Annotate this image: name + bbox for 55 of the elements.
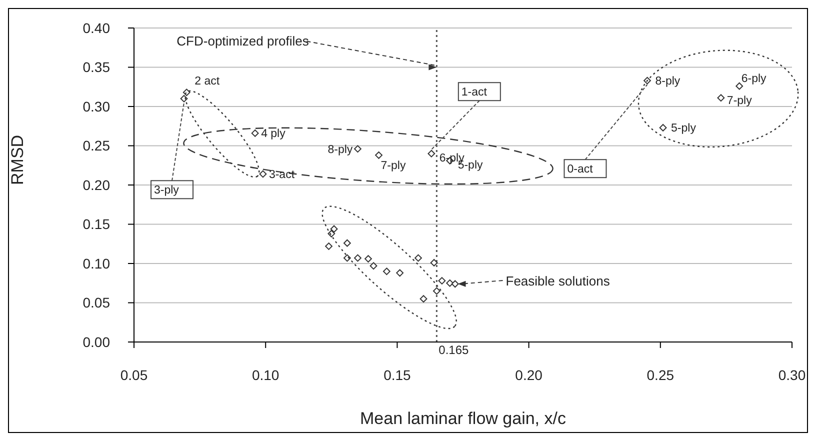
x-tick-label: 0.30 (778, 366, 806, 383)
point (343, 239, 351, 247)
point (736, 82, 744, 90)
point (382, 268, 390, 276)
point (414, 254, 422, 262)
annotation: 7-ply (380, 160, 406, 172)
annotation: 7-ply (726, 94, 752, 107)
x-tick-label: 0.10 (252, 366, 280, 383)
point (428, 150, 436, 158)
ref-line-label: 0.165 (438, 343, 470, 357)
y-tick-label: 0.30 (82, 98, 110, 114)
point (451, 280, 459, 288)
y-tick-label: 0.20 (82, 176, 110, 193)
annotation: 5-ply (671, 122, 696, 135)
annotation: 4 ply (261, 128, 286, 140)
annotation: 6-ply (741, 73, 767, 86)
point (251, 129, 259, 137)
point (364, 255, 372, 262)
annotation: 3-ply (154, 184, 180, 197)
annotation: Feasible solutions (506, 273, 610, 288)
point (420, 295, 428, 303)
point (330, 225, 338, 233)
x-tick-label: 0.25 (646, 366, 674, 383)
y-axis-title: RMSD (8, 134, 28, 185)
point (354, 254, 362, 262)
annotation: 8-ply (328, 144, 353, 156)
x-axis-title: Mean laminar flow gain, x/c (360, 409, 566, 428)
point (446, 279, 454, 287)
y-tick-label: 0.25 (82, 138, 110, 154)
point (325, 242, 332, 250)
annotation: 0-act (567, 164, 594, 176)
point (396, 269, 404, 277)
y-tick-label: 0.35 (82, 59, 110, 76)
annotation: 2 act (194, 75, 220, 88)
annotation: 8-ply (655, 76, 680, 88)
y-tick-label: 0.10 (82, 255, 110, 272)
annotation: 3-act (268, 169, 296, 182)
annotation: 1-act (461, 86, 488, 99)
point (717, 94, 725, 102)
point (375, 151, 382, 159)
point (432, 287, 440, 295)
x-tick-label: 0.05 (120, 366, 148, 383)
y-tick-label: 0.40 (82, 20, 110, 36)
point (370, 262, 378, 270)
y-tick-label: 0.15 (82, 216, 110, 232)
point (354, 145, 362, 153)
x-tick-label: 0.15 (384, 366, 412, 383)
x-tick-label: 0.20 (515, 366, 543, 383)
y-tick-label: 0.05 (82, 294, 110, 311)
point (259, 170, 267, 178)
y-tick-label: 0.00 (82, 334, 110, 350)
point (430, 259, 438, 266)
point (659, 124, 667, 132)
point (438, 277, 446, 284)
annotation: CFD-optimized profiles (176, 33, 310, 48)
